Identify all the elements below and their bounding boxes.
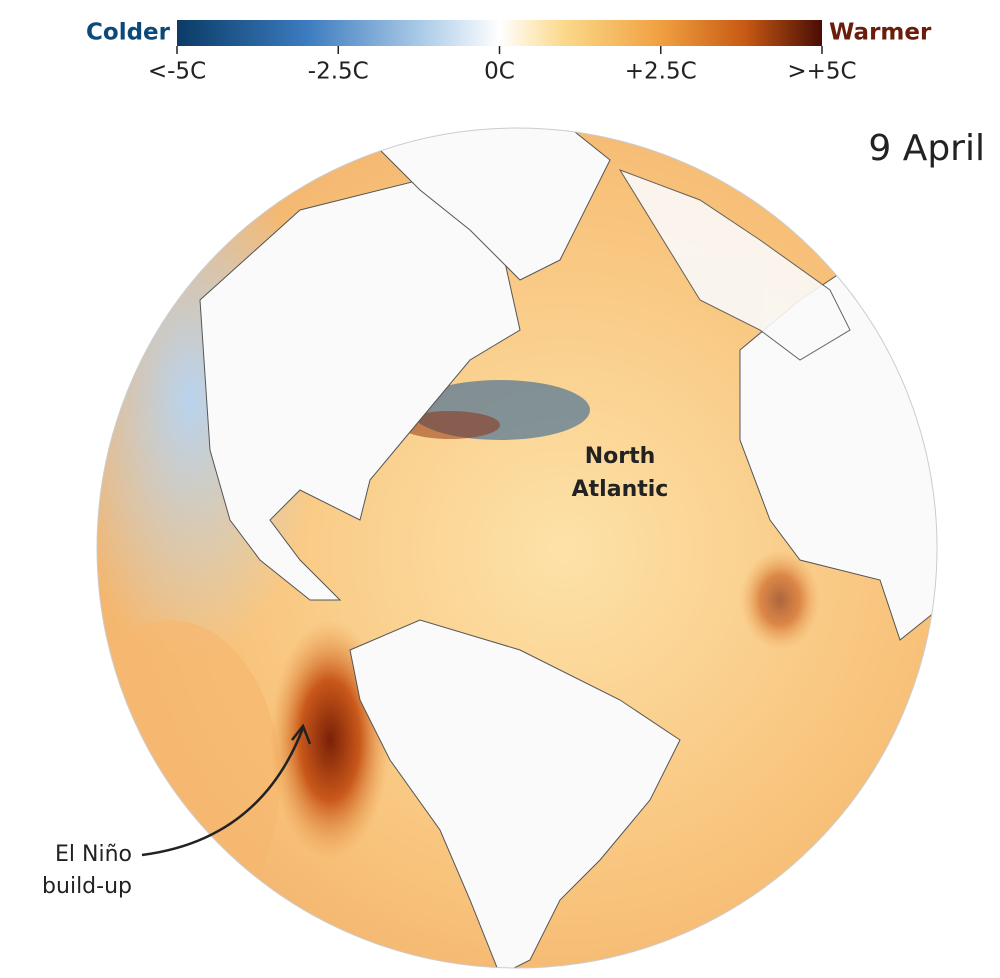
annotation-line: El Niño (55, 842, 132, 867)
annotation-line: North (585, 444, 656, 469)
globe (97, 128, 937, 968)
legend-tick-label: 0C (484, 59, 515, 85)
annotation-line: Atlantic (572, 477, 669, 502)
legend-tick-label: +2.5C (625, 59, 697, 85)
legend-tick-label: >+5C (787, 59, 856, 85)
color-bar (177, 20, 822, 46)
date-label: 9 April (868, 128, 985, 169)
legend-right-label: Warmer (829, 20, 932, 46)
annotation-line: build-up (42, 874, 132, 899)
color-legend: Colder Warmer <-5C -2.5C 0C +2.5C >+5C (86, 20, 932, 85)
legend-left-label: Colder (86, 20, 171, 46)
globe-outline (96, 127, 938, 969)
annotation-arrow (141, 727, 305, 857)
arrow-head (291, 723, 312, 745)
legend-tick-label: -2.5C (308, 59, 369, 85)
legend-tick-label: <-5C (148, 59, 206, 85)
